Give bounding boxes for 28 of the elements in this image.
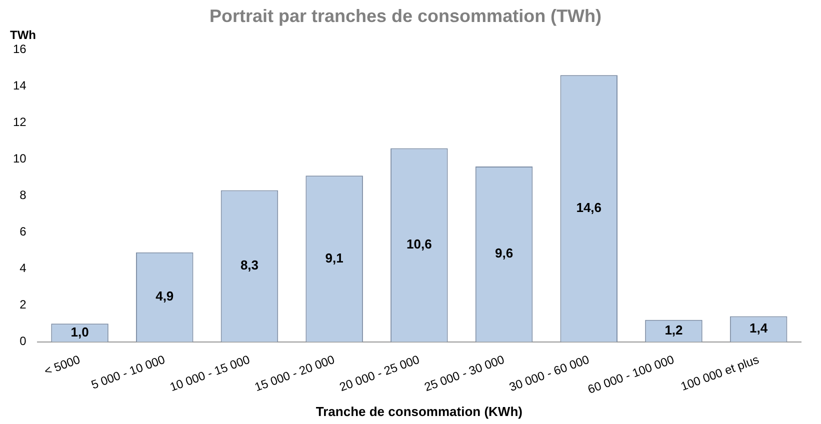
data-label: 9,6 xyxy=(494,246,514,261)
data-label: 1,4 xyxy=(750,320,768,336)
data-label: 4,9 xyxy=(156,288,174,304)
data-label: 10,6 xyxy=(406,236,432,252)
y-tick-label: 16 xyxy=(12,42,27,56)
y-tick-label: 2 xyxy=(20,298,27,312)
y-tick-label: 12 xyxy=(12,114,27,129)
data-label: 8,3 xyxy=(240,258,259,273)
x-tick-label: 25 000 - 30 000 xyxy=(422,352,506,394)
y-tick-label: 8 xyxy=(20,188,27,202)
data-label: 1,0 xyxy=(70,324,89,340)
x-tick-label: 5 000 - 10 000 xyxy=(89,352,168,392)
data-label: 9,1 xyxy=(325,250,344,266)
x-tick-label: 100 000 et plus xyxy=(678,352,761,394)
chart-title: Portrait par tranches de consommation (TWh) xyxy=(209,6,602,26)
x-tick-label: 20 000 - 25 000 xyxy=(338,352,422,394)
x-tick-label: 15 000 - 20 000 xyxy=(252,352,337,394)
y-axis-title: TWh xyxy=(10,28,36,42)
y-tick-label: 4 xyxy=(20,261,27,276)
x-axis-title: Tranche de consommation (KWh) xyxy=(316,404,522,419)
y-tick-label: 10 xyxy=(12,152,27,166)
data-label: 1,2 xyxy=(664,322,683,338)
y-tick-label: 0 xyxy=(20,334,27,348)
x-tick-label: 10 000 - 15 000 xyxy=(168,352,252,394)
data-label: 14,6 xyxy=(576,200,602,216)
y-tick-label: 14 xyxy=(12,78,27,92)
y-tick-label: 6 xyxy=(20,224,27,239)
x-tick-label: < 5000 xyxy=(42,352,82,378)
